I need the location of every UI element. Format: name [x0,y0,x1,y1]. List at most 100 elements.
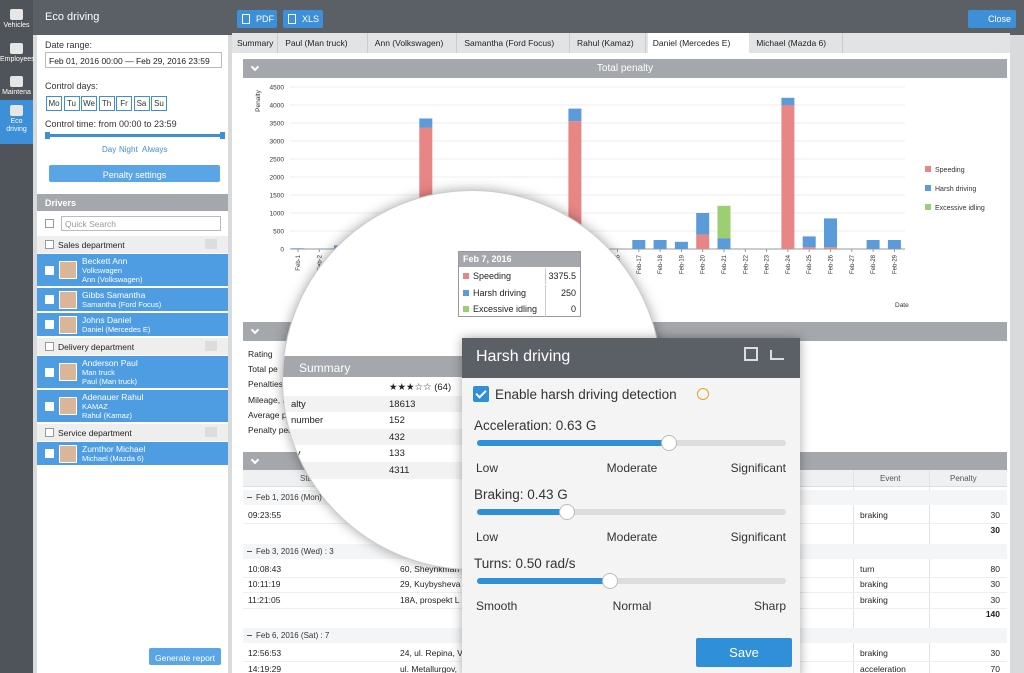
top-bar [33,0,1024,35]
lens-summary-title: Summary [299,361,351,375]
date-input[interactable]: Feb 01, 2016 00:00 — Feb 29, 2016 23:59 [45,52,222,68]
search-input[interactable]: Quick Search [61,216,221,231]
driver-name: Johns Daniel [82,315,132,325]
slider-track[interactable] [477,509,786,515]
x-tick-label: Feb-20 [701,254,707,274]
sidebar-item[interactable]: Eco driving [0,100,33,144]
close-button[interactable]: Close [968,10,1016,28]
day-toggle[interactable]: We [81,96,97,111]
legend-swatch [925,204,931,210]
slider-knob[interactable] [558,504,575,520]
search-checkbox[interactable] [45,219,54,228]
scale-middle: Moderate [606,530,658,544]
collapse-icon[interactable] [247,497,252,498]
tab[interactable]: Rahul (Kamaz) [572,33,646,53]
row-time: 10:11:19 [248,579,281,589]
day-toggle[interactable]: Tu [63,96,80,111]
bar-segment [291,248,305,249]
time-mode[interactable]: Day [102,145,117,154]
row-event: braking [860,648,888,658]
driver-row[interactable]: Anderson Paul Man truck Paul (Man truck) [37,356,228,388]
y-tick-label: 1000 [270,211,285,218]
group-checkbox[interactable] [45,342,54,351]
xls-button[interactable]: XLS [283,10,323,28]
pdf-label: PDF [256,14,274,24]
tab[interactable]: Samantha (Ford Focus) [459,33,570,53]
lens-row-label: alty [291,398,306,410]
sidebar-item[interactable]: Vehicles [0,4,33,36]
penalty-settings-button[interactable]: Penalty settings [49,165,220,182]
time-mode[interactable]: Night [119,145,138,154]
row-address: ul. Metallurgov, [400,663,458,673]
driver-avatar [59,363,77,381]
tab[interactable]: Paul (Man truck) [280,33,368,53]
dialog-copy-icon[interactable] [744,347,758,361]
sidebar-item[interactable]: Maintena [0,71,33,103]
tab[interactable]: Ann (Volkswagen) [369,33,458,53]
slider-fill [477,578,610,584]
tab-label: Samantha (Ford Focus) [464,38,555,48]
bar-segment [696,213,710,235]
driver-avatar [59,315,77,334]
driver-vehicle: Volkswagen [82,266,123,275]
x-tick-label: Feb-2 [317,254,323,270]
slider-fill [477,509,567,515]
day-toggle[interactable]: Sa [133,96,150,111]
group-name: Delivery department [58,342,135,352]
slider-knob[interactable] [660,435,677,451]
drivers-header [37,194,228,211]
x-tick-label: Feb-26 [829,254,835,274]
slider-knob[interactable] [601,573,618,589]
lens-row-value: 432 [389,431,405,443]
driver-row[interactable]: Beckett Ann Volkswagen Ann (Volkswagen) [37,254,228,286]
save-button[interactable]: Save [696,638,792,667]
y-tick-label: 4000 [270,103,285,110]
day-toggle[interactable]: Fr [116,96,132,111]
tab-label: Michael (Mazda 6) [756,38,827,48]
section-chevron [250,325,260,335]
tab[interactable]: Michael (Mazda 6) [751,33,844,53]
row-event: braking [860,594,888,605]
driver-row[interactable]: Johns Daniel Daniel (Mercedes E) [37,313,228,336]
time-slider[interactable] [47,134,222,137]
lens-row-value: 152 [389,415,405,427]
day-toggle[interactable]: Su [151,96,167,111]
sidebar-item[interactable]: Employees [0,38,35,70]
enable-checkbox[interactable] [473,386,489,402]
dialog-collapse-icon[interactable] [770,350,784,360]
row-time: 11:21:05 [248,594,281,605]
row-penalty: 80 [990,563,1000,574]
summary-label: Mileage, k [248,394,287,405]
tab-label: Ann (Volkswagen) [374,38,444,48]
dialog-header [462,338,800,378]
summary-label: Rating [248,349,273,359]
row-time: 12:56:53 [248,648,282,658]
time-mode[interactable]: Always [142,145,168,154]
driver-row[interactable]: Gibbs Samantha Samantha (Ford Focus) [37,288,228,311]
driver-vehicle: Michael (Mazda 6) [82,454,144,463]
slider-track[interactable] [477,578,786,584]
row-address: 24, ul. Repina, V [400,648,463,658]
bar-segment [824,218,837,248]
day-toggle[interactable]: Th [98,96,115,111]
collapse-icon[interactable] [247,550,252,552]
driver-row[interactable]: Adenauer Rahul KAMAZ Rahul (Kamaz) [37,390,228,422]
driver-name: Gibbs Samantha [82,290,146,300]
generate-report-button[interactable]: Generate report [149,648,221,665]
tab[interactable]: Daniel (Mercedes E) [647,33,750,53]
day-toggle[interactable]: Mo [46,96,62,111]
sidebar-icon [10,105,23,116]
tab[interactable]: Summary [232,33,279,53]
driver-checkbox [45,449,54,458]
pdf-button[interactable]: PDF [237,10,277,28]
help-icon[interactable] [697,388,709,400]
collapse-icon[interactable] [247,635,252,636]
tooltip-header [459,252,580,267]
group-row [37,236,228,253]
legend-swatch [925,166,931,172]
group-checkbox[interactable] [45,428,54,437]
group-checkbox[interactable] [45,240,54,249]
dialog-title: Harsh driving [476,348,571,365]
driver-row[interactable]: Zumthor Michael Michael (Mazda 6) [37,442,228,465]
sidebar-label: Maintena [2,89,31,96]
